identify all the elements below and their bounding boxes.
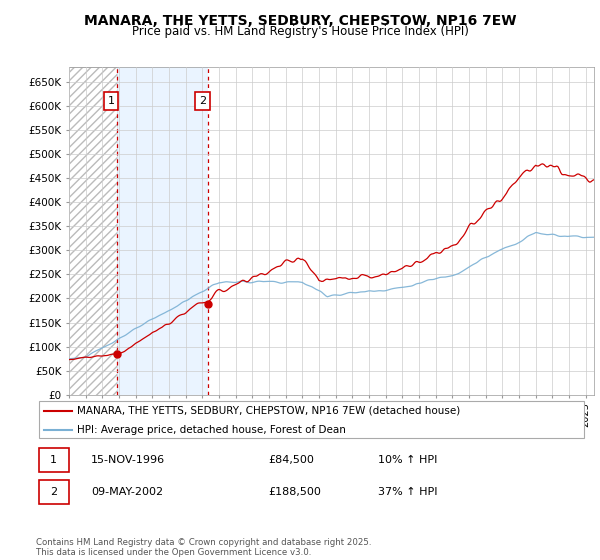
- Text: 09-MAY-2002: 09-MAY-2002: [91, 487, 163, 497]
- Text: 10% ↑ HPI: 10% ↑ HPI: [378, 455, 437, 465]
- Text: £188,500: £188,500: [268, 487, 321, 497]
- Text: 2: 2: [50, 487, 57, 497]
- Text: HPI: Average price, detached house, Forest of Dean: HPI: Average price, detached house, Fore…: [77, 424, 346, 435]
- Text: Price paid vs. HM Land Registry's House Price Index (HPI): Price paid vs. HM Land Registry's House …: [131, 25, 469, 38]
- Text: 1: 1: [50, 455, 57, 465]
- Text: MANARA, THE YETTS, SEDBURY, CHEPSTOW, NP16 7EW: MANARA, THE YETTS, SEDBURY, CHEPSTOW, NP…: [84, 14, 516, 28]
- Text: £84,500: £84,500: [268, 455, 314, 465]
- Text: 2: 2: [199, 96, 206, 106]
- Text: 1: 1: [107, 96, 115, 106]
- FancyBboxPatch shape: [39, 402, 584, 437]
- Text: MANARA, THE YETTS, SEDBURY, CHEPSTOW, NP16 7EW (detached house): MANARA, THE YETTS, SEDBURY, CHEPSTOW, NP…: [77, 405, 461, 416]
- Bar: [69, 67, 117, 395]
- FancyBboxPatch shape: [39, 447, 69, 472]
- Text: Contains HM Land Registry data © Crown copyright and database right 2025.
This d: Contains HM Land Registry data © Crown c…: [36, 538, 371, 557]
- FancyBboxPatch shape: [39, 479, 69, 504]
- Text: 15-NOV-1996: 15-NOV-1996: [91, 455, 166, 465]
- Text: 37% ↑ HPI: 37% ↑ HPI: [378, 487, 438, 497]
- Bar: [117, 67, 208, 395]
